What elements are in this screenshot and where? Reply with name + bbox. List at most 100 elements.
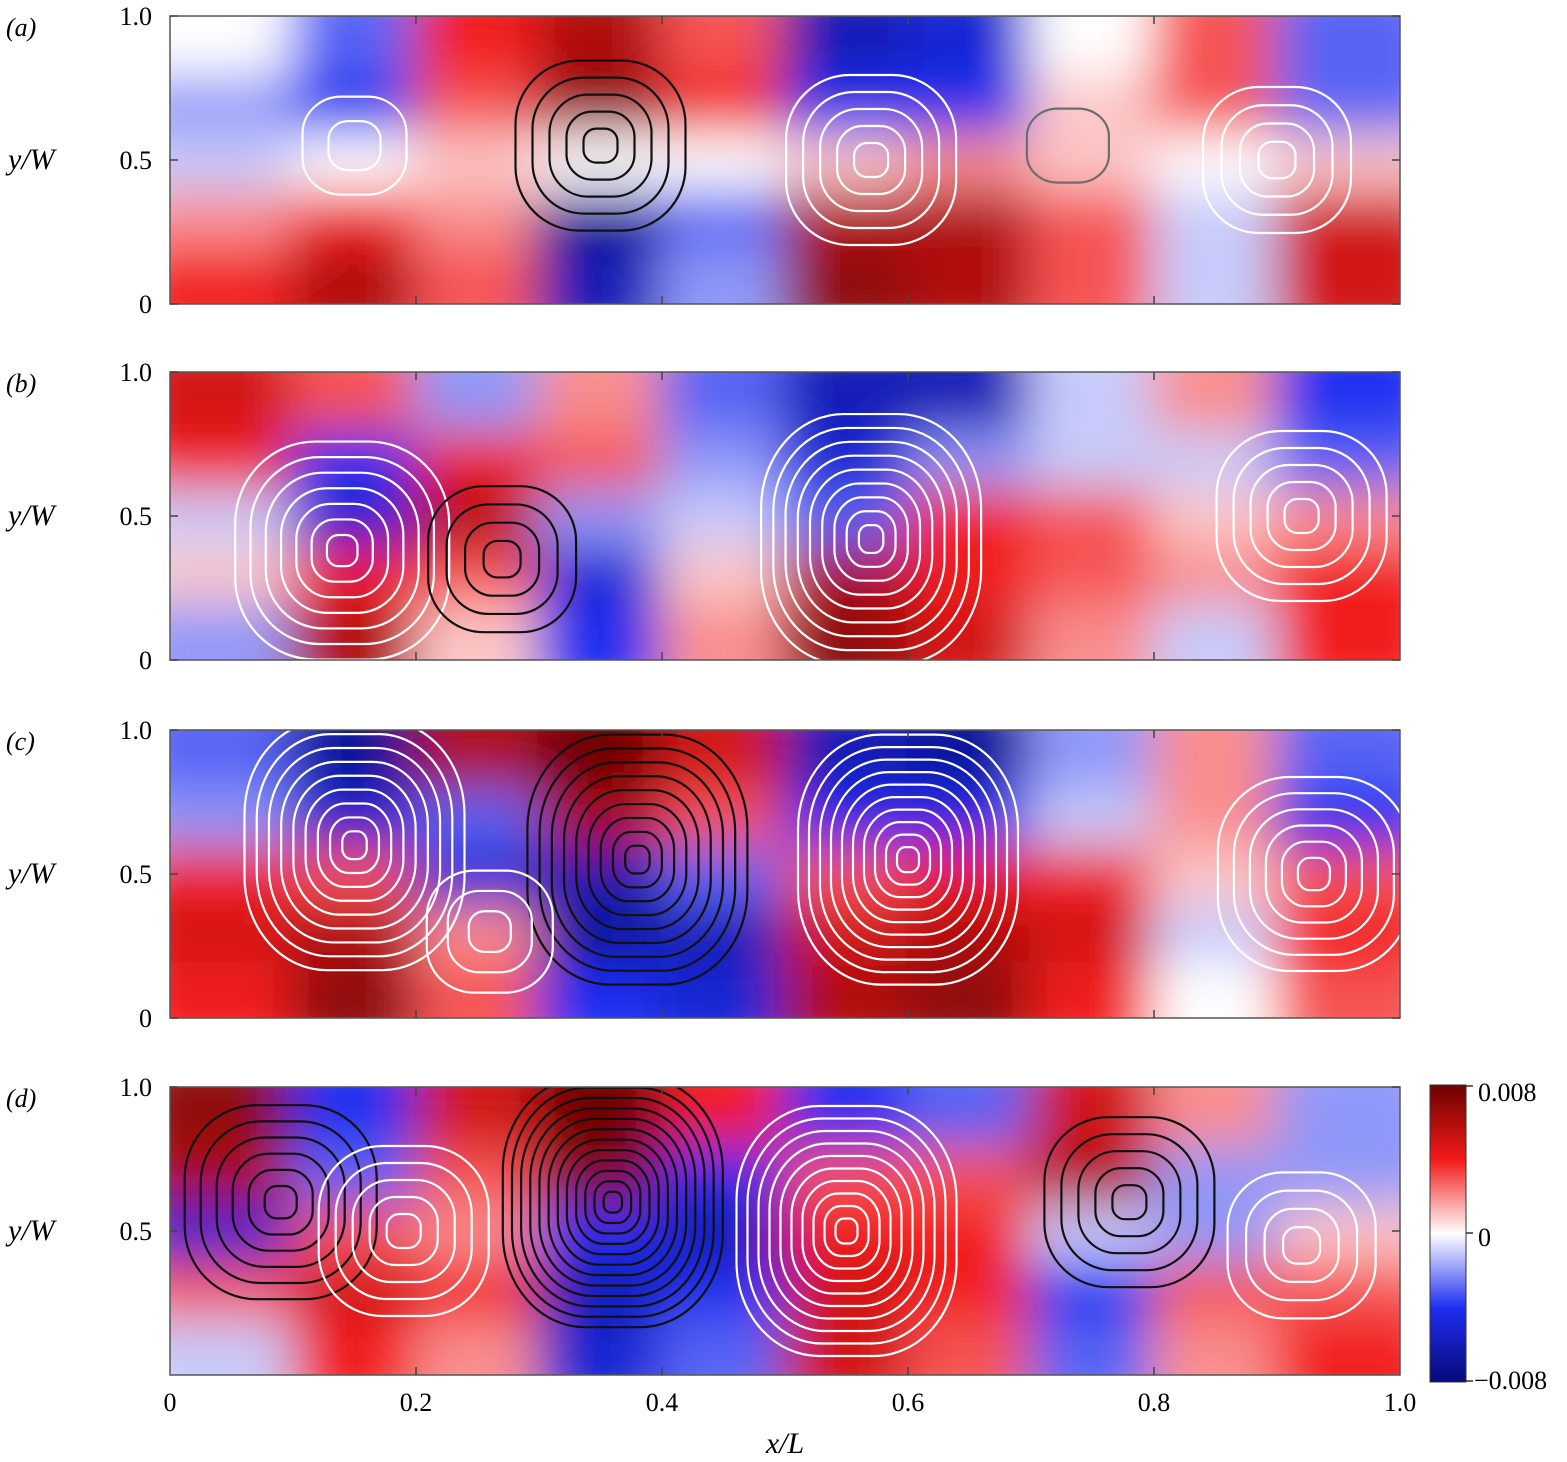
field-cell xyxy=(170,427,295,490)
field-cell xyxy=(906,16,1033,76)
colorbar-mid-label: 0 xyxy=(1478,1223,1491,1252)
streamline-positive xyxy=(183,1104,378,1301)
field-cell xyxy=(1029,843,1156,905)
field-cell xyxy=(170,1142,295,1205)
y-axis-title: y/W xyxy=(5,857,58,890)
field-cell xyxy=(783,958,910,1018)
panel-2: 0 0.5 1.0 (c) y/W xyxy=(5,716,1401,1033)
streamline-negative xyxy=(1257,140,1297,180)
field-3 xyxy=(170,1087,1400,1375)
streamline-negative xyxy=(845,510,897,568)
panel-label: (b) xyxy=(6,369,36,398)
y-tick-label: 0.5 xyxy=(120,146,153,175)
field-cell xyxy=(291,16,418,76)
streamline-negative xyxy=(317,1144,490,1318)
field-cell xyxy=(291,600,418,660)
streamline-positive xyxy=(1060,1133,1199,1272)
field-cell xyxy=(170,485,295,547)
streamline-positive xyxy=(1043,1116,1216,1289)
field-cell xyxy=(1152,1087,1279,1147)
field-cell xyxy=(170,785,295,848)
field-cell xyxy=(1275,129,1400,191)
field-cell xyxy=(1152,71,1279,134)
streamline-negative xyxy=(833,496,909,582)
streamline-negative xyxy=(760,412,983,660)
streamline-negative xyxy=(784,440,958,638)
field-cell xyxy=(291,730,418,790)
x-tick-label: 1.0 xyxy=(1384,1388,1417,1417)
streamline-negative xyxy=(1249,463,1354,569)
x-tick-label: 0.2 xyxy=(400,1388,433,1417)
field-cell xyxy=(660,129,787,191)
field-cell xyxy=(1029,600,1156,660)
field-cell xyxy=(170,958,295,1018)
field-cell xyxy=(1029,900,1156,963)
streamline-negative xyxy=(1296,856,1332,892)
field-cell xyxy=(291,900,418,963)
streamline-negative xyxy=(264,471,420,630)
streamline-negative xyxy=(328,816,381,875)
field-cell xyxy=(1275,1257,1400,1320)
streamline-negative xyxy=(746,1117,947,1345)
streamline-negative xyxy=(280,760,429,930)
streamline-positive xyxy=(548,93,653,198)
field-cell xyxy=(170,186,295,249)
field-cell xyxy=(414,1315,541,1375)
field-cell xyxy=(660,730,787,790)
y-axis-title: y/W xyxy=(5,1214,58,1247)
field-cell xyxy=(906,1200,1033,1262)
streamline-positive xyxy=(514,59,687,232)
field-cell xyxy=(1275,600,1400,660)
field-cell xyxy=(170,372,295,432)
field-cell xyxy=(1275,1315,1400,1375)
field-cell xyxy=(537,372,664,432)
streamline-positive xyxy=(562,775,712,945)
streamline-negative xyxy=(1232,446,1371,586)
streamline-positive xyxy=(587,802,688,917)
streamline-positive xyxy=(556,1138,669,1266)
field-cells-2 xyxy=(170,730,1400,1018)
field-cell xyxy=(1029,1315,1156,1375)
field-cell xyxy=(537,600,664,660)
field-cell xyxy=(537,485,664,547)
field-cell xyxy=(414,129,541,191)
field-cell xyxy=(170,542,295,605)
streamline-negative xyxy=(279,487,405,614)
streamline-negative xyxy=(768,1142,925,1320)
x-axis-title: x/L xyxy=(765,1427,804,1460)
streamline-positive xyxy=(584,1169,642,1235)
streamline-negative xyxy=(1266,480,1337,552)
contours-3 xyxy=(183,1087,1377,1358)
field-cell xyxy=(291,186,418,249)
field-cell xyxy=(414,843,541,905)
field-cell xyxy=(660,372,787,432)
streamline-negative xyxy=(807,745,1009,974)
streamline-positive xyxy=(215,1136,346,1268)
field-cell xyxy=(291,958,418,1018)
field-cell xyxy=(660,542,787,605)
streamline-negative xyxy=(243,730,466,972)
streamline-positive xyxy=(199,1120,362,1285)
y-axis-title: y/W xyxy=(5,143,58,176)
streamline-negative xyxy=(467,910,512,954)
field-cell xyxy=(660,186,787,249)
panel-3: 0.5 1.0 0 0.2 0.4 0.6 0.8 1.0 (d) y/W x/L xyxy=(5,1073,1417,1460)
field-cell xyxy=(1275,372,1400,432)
field-cell xyxy=(414,600,541,660)
panel-label: (c) xyxy=(6,727,35,756)
y-axis-title: y/W xyxy=(5,499,58,532)
field-cell xyxy=(783,16,910,76)
field-cell xyxy=(1152,16,1279,76)
field-cell xyxy=(291,1315,418,1375)
streamline-negative xyxy=(779,1154,914,1308)
panels-group: 00.51.0(a)y/W00.51.0(b)y/W00.51.0(c)y/W0… xyxy=(5,2,1417,1460)
streamline-negative xyxy=(385,1212,422,1250)
field-cell xyxy=(414,900,541,963)
y-tick-label: 1.0 xyxy=(120,2,153,31)
field-cell xyxy=(783,900,910,963)
streamline-negative xyxy=(425,869,554,994)
field-cell xyxy=(660,1315,787,1375)
field-cell xyxy=(170,843,295,905)
streamline-negative xyxy=(1238,122,1316,198)
